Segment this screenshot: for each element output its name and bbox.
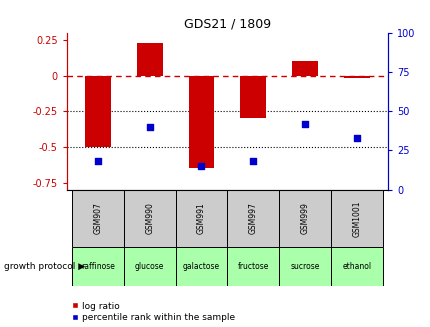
- Bar: [227, 247, 279, 286]
- Bar: [136, 43, 162, 76]
- Bar: [227, 190, 279, 247]
- Point: [94, 159, 101, 164]
- Bar: [343, 76, 369, 78]
- Text: GSM997: GSM997: [248, 202, 257, 234]
- Bar: [85, 76, 111, 147]
- Text: sucrose: sucrose: [290, 262, 319, 271]
- Title: GDS21 / 1809: GDS21 / 1809: [183, 17, 270, 30]
- Text: galactose: galactose: [182, 262, 219, 271]
- Point: [353, 135, 359, 141]
- Text: GSM907: GSM907: [93, 202, 102, 234]
- Text: GSM991: GSM991: [197, 202, 206, 234]
- Text: growth protocol ▶: growth protocol ▶: [4, 262, 85, 271]
- Bar: [72, 247, 123, 286]
- Bar: [279, 247, 330, 286]
- Text: GSM990: GSM990: [145, 202, 154, 234]
- Bar: [330, 190, 382, 247]
- Point: [197, 164, 204, 169]
- Bar: [123, 247, 175, 286]
- Bar: [240, 76, 266, 118]
- Bar: [330, 247, 382, 286]
- Bar: [123, 190, 175, 247]
- Text: ethanol: ethanol: [341, 262, 371, 271]
- Text: GSM999: GSM999: [300, 202, 309, 234]
- Text: GSM1001: GSM1001: [351, 200, 360, 236]
- Bar: [188, 76, 214, 168]
- Point: [249, 159, 256, 164]
- Text: glucose: glucose: [135, 262, 164, 271]
- Text: fructose: fructose: [237, 262, 268, 271]
- Bar: [175, 247, 227, 286]
- Text: raffinose: raffinose: [81, 262, 114, 271]
- Bar: [292, 61, 317, 76]
- Point: [301, 121, 308, 126]
- Legend: log ratio, percentile rank within the sample: log ratio, percentile rank within the sa…: [71, 302, 235, 322]
- Point: [146, 124, 153, 129]
- Bar: [279, 190, 330, 247]
- Bar: [72, 190, 123, 247]
- Bar: [175, 190, 227, 247]
